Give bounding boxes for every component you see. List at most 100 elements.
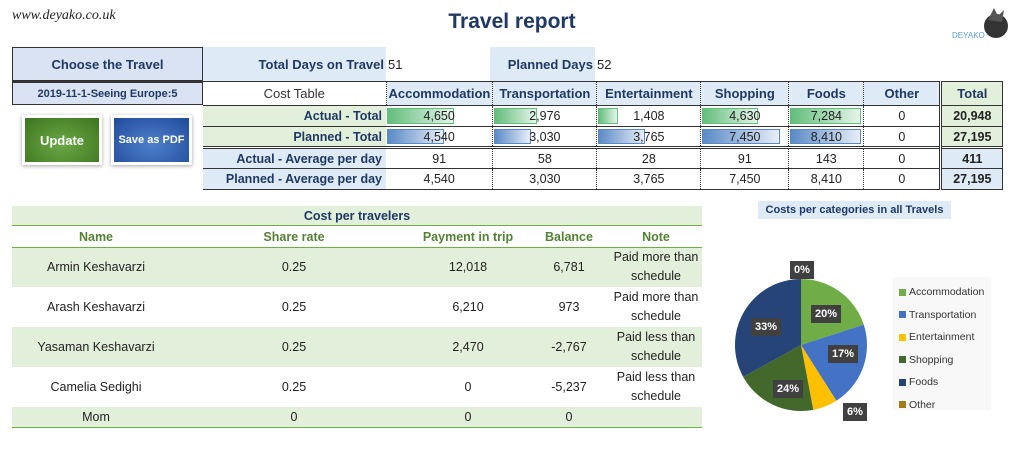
cell: 4,650 — [386, 105, 494, 127]
planned-days-value: 52 — [597, 56, 612, 72]
legend-item: Transportation — [899, 304, 991, 327]
cell-total: 20,948 — [939, 105, 1004, 127]
site-url: www.deyako.co.uk — [12, 8, 116, 23]
balance: 0 — [528, 407, 610, 428]
traveler-name: Yasaman Keshavarzi — [12, 327, 180, 367]
note — [610, 407, 702, 428]
pie-label-other: 0% — [790, 261, 814, 279]
share-rate: 0.25 — [281, 380, 307, 394]
table-row: Actual - Average per day 91 58 28 91 143… — [203, 146, 1004, 169]
balance: 6,781 — [528, 247, 610, 287]
legend-item: Entertainment — [899, 326, 991, 349]
pie-label-foods: 33% — [751, 318, 782, 336]
table-row: Camelia Sedighi 0.25 0 -5,237 Paid less … — [12, 367, 702, 407]
row-label: Actual - Average per day — [203, 146, 386, 169]
cell-total: 27,195 — [939, 168, 1004, 190]
travelers-table: Name Share rate Payment in trip Balance … — [12, 227, 702, 428]
balance: -5,237 — [551, 380, 587, 394]
col-entertainment: Entertainment — [596, 81, 702, 106]
legend-item: Foods — [899, 371, 991, 394]
traveler-name: Armin Keshavarzi — [12, 247, 180, 287]
cell: 143 — [788, 146, 865, 169]
cost-table: Cost Table Accommodation Transportation … — [203, 81, 1004, 190]
note: Paid less than schedule — [616, 370, 696, 403]
payment: 6,210 — [452, 300, 484, 314]
cell: 0 — [863, 168, 942, 190]
balance: 973 — [558, 300, 580, 314]
table-row: Planned - Average per day 4,540 3,030 3,… — [203, 168, 1004, 190]
payment: 12,018 — [408, 247, 528, 287]
cost-table-header: Cost Table Accommodation Transportation … — [203, 81, 1004, 106]
col-share-rate: Share rate — [180, 227, 408, 248]
payment: 0 — [464, 380, 472, 394]
cell: 3,030 — [492, 168, 598, 190]
cell: 3,765 — [596, 168, 702, 190]
share-rate: 0.25 — [180, 247, 408, 287]
payment: 0 — [408, 407, 528, 428]
cell: 91 — [386, 146, 494, 169]
row-label: Actual - Total — [203, 105, 386, 127]
cell: 91 — [700, 146, 790, 169]
legend-item: Other — [899, 394, 991, 417]
col-name: Name — [12, 227, 180, 248]
cell: 7,284 — [788, 105, 865, 127]
table-row: Actual - Total 4,650 2,976 1,408 4,630 7… — [203, 105, 1004, 127]
pie-label-transportation: 17% — [828, 345, 859, 363]
cell-total: 411 — [939, 146, 1004, 169]
pie-label-accommodation: 20% — [811, 305, 842, 323]
col-other: Other — [863, 81, 942, 106]
cell-total: 27,195 — [939, 126, 1004, 148]
travelers-title: Cost per travelers — [12, 206, 702, 226]
share-rate: 0.25 — [180, 327, 408, 367]
table-row: Mom 0 0 0 — [12, 407, 702, 428]
update-button[interactable]: Update — [22, 115, 102, 165]
cost-table-label: Cost Table — [203, 81, 387, 106]
total-days-value: 51 — [388, 56, 403, 72]
col-foods: Foods — [788, 81, 865, 106]
save-as-pdf-button[interactable]: Save as PDF — [111, 115, 192, 165]
cell: 58 — [492, 146, 598, 169]
cell: 3,030 — [492, 126, 598, 148]
travelers-header: Name Share rate Payment in trip Balance … — [12, 227, 702, 248]
cell: 7,450 — [700, 168, 790, 190]
page-title: Travel report — [448, 10, 576, 33]
cell: 4,540 — [386, 126, 494, 148]
payment: 2,470 — [408, 327, 528, 367]
traveler-name: Mom — [12, 407, 180, 428]
cell: 7,450 — [700, 126, 790, 148]
legend-item: Shopping — [899, 349, 991, 372]
planned-days-label: Planned Days — [490, 47, 595, 81]
col-shopping: Shopping — [700, 81, 790, 106]
col-payment: Payment in trip — [408, 227, 528, 248]
col-note: Note — [610, 227, 702, 248]
table-row: Armin Keshavarzi 0.25 12,018 6,781 Paid … — [12, 247, 702, 287]
cell: 4,540 — [386, 168, 494, 190]
cell: 8,410 — [788, 168, 865, 190]
logo: DEYAKO — [950, 6, 1012, 42]
row-label: Planned - Average per day — [203, 168, 386, 190]
pie-chart-title: Costs per categories in all Travels — [758, 201, 951, 219]
total-days-label: Total Days on Travel — [203, 47, 386, 81]
traveler-name: Camelia Sedighi — [50, 380, 142, 394]
row-label: Planned - Total — [203, 126, 386, 148]
cell: 2,976 — [492, 105, 598, 127]
share-rate: 0.25 — [281, 300, 307, 314]
table-row: Yasaman Keshavarzi 0.25 2,470 -2,767 Pai… — [12, 327, 702, 367]
cell: 3,765 — [596, 126, 702, 148]
cell: 4,630 — [700, 105, 790, 127]
pie-label-shopping: 24% — [773, 380, 804, 398]
table-row: Planned - Total 4,540 3,030 3,765 7,450 … — [203, 126, 1004, 148]
pie-label-entertainment: 6% — [843, 403, 867, 421]
share-rate: 0 — [180, 407, 408, 428]
note: Paid more than schedule — [610, 247, 702, 287]
note: Paid more than schedule — [613, 290, 699, 323]
cell: 28 — [596, 146, 702, 169]
col-transportation: Transportation — [492, 81, 598, 106]
cell: 0 — [863, 105, 942, 127]
cell: 0 — [863, 126, 942, 148]
svg-text:DEYAKO: DEYAKO — [952, 31, 985, 40]
cell: 8,410 — [788, 126, 865, 148]
travel-select[interactable]: 2019-11-1-Seeing Europe:5 — [12, 81, 203, 105]
col-balance: Balance — [528, 227, 610, 248]
balance: -2,767 — [528, 327, 610, 367]
